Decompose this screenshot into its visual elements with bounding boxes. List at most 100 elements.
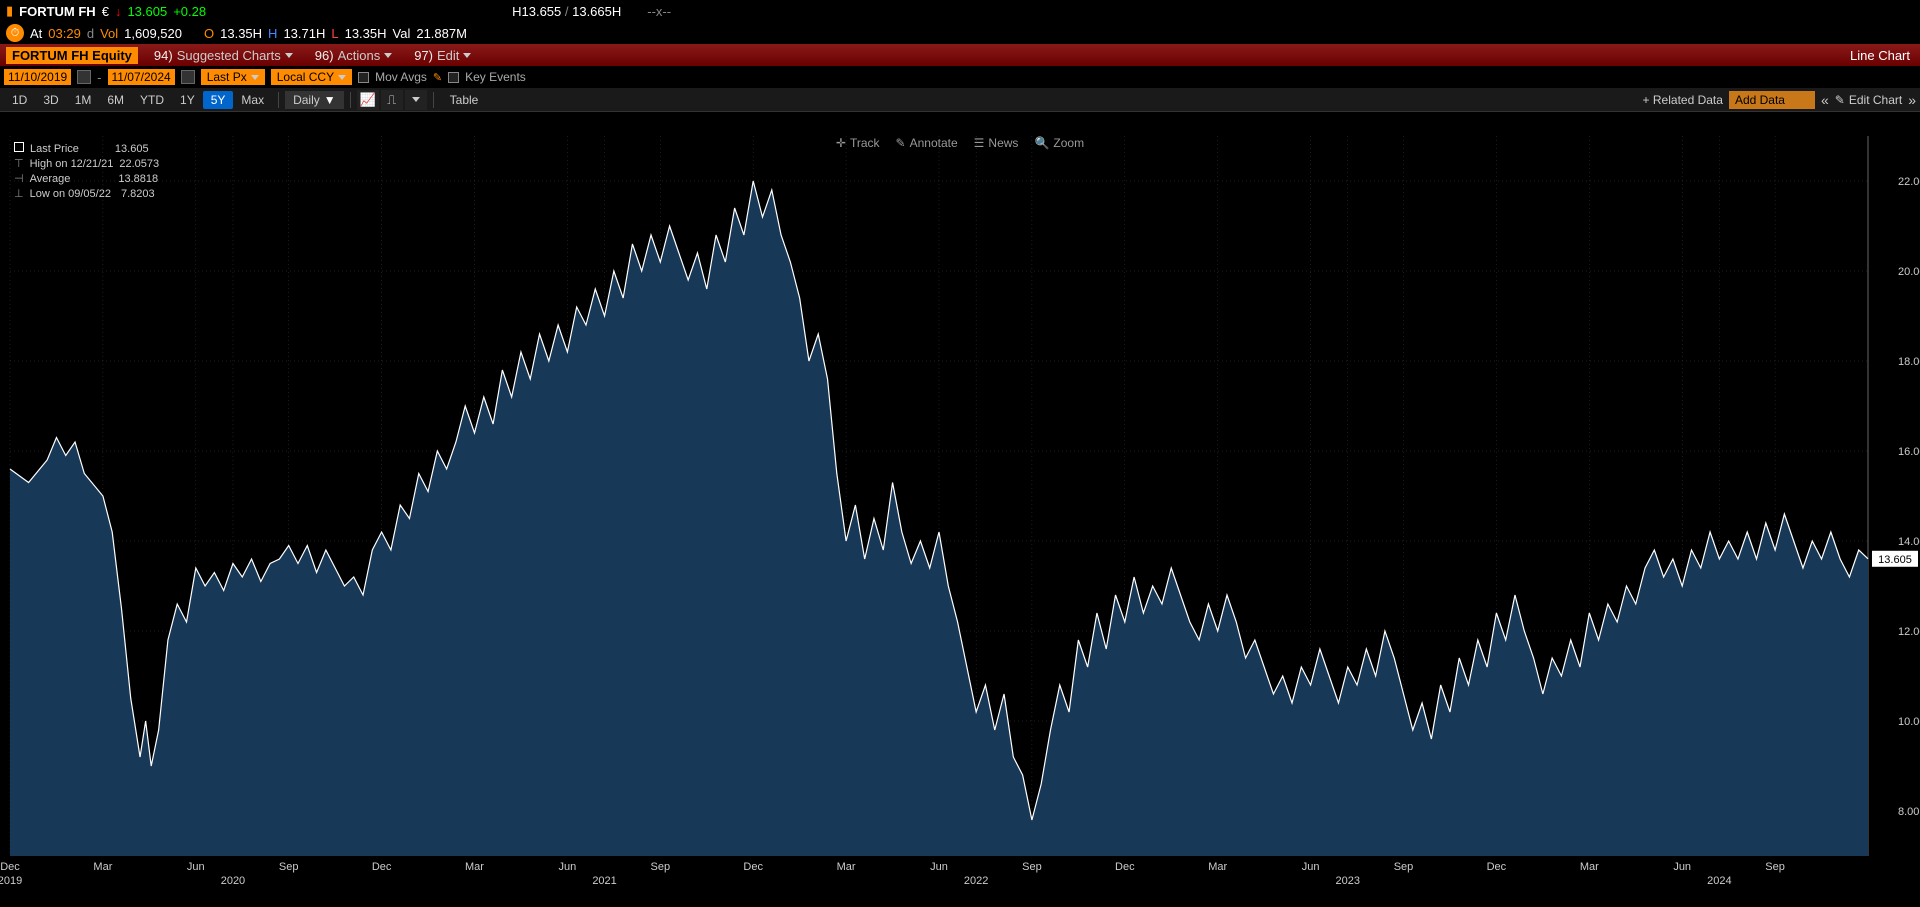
- svg-text:Sep: Sep: [1765, 861, 1785, 873]
- range-1d-button[interactable]: 1D: [4, 91, 35, 109]
- svg-text:Mar: Mar: [837, 861, 856, 873]
- chevron-down-icon: [251, 75, 259, 80]
- news-button[interactable]: ☰ News: [974, 136, 1019, 150]
- down-arrow-icon: ⊥: [14, 187, 24, 202]
- pencil-icon[interactable]: ✎: [433, 71, 442, 84]
- actions-button[interactable]: 96) Actions: [309, 48, 398, 63]
- open-label: O: [204, 26, 214, 41]
- interval-select[interactable]: Daily ▼: [285, 91, 344, 109]
- calendar-icon[interactable]: [77, 70, 91, 84]
- range-6m-button[interactable]: 6M: [99, 91, 132, 109]
- mov-avgs-label: Mov Avgs: [375, 70, 427, 84]
- collapse-icon[interactable]: «: [1821, 92, 1829, 108]
- range-1y-button[interactable]: 1Y: [172, 91, 203, 109]
- symbol: FORTUM FH: [19, 4, 96, 19]
- ask: 13.665H: [572, 4, 621, 19]
- last-px-select[interactable]: Last Px: [201, 69, 265, 85]
- svg-text:Jun: Jun: [1302, 861, 1320, 873]
- indicators-icon[interactable]: ⎍: [381, 90, 403, 110]
- svg-text:Dec: Dec: [1115, 861, 1135, 873]
- svg-text:2023: 2023: [1336, 875, 1360, 887]
- key-events-checkbox[interactable]: [448, 72, 459, 83]
- svg-text:Sep: Sep: [1394, 861, 1414, 873]
- currency: €: [102, 4, 109, 19]
- command-bar: FORTUM FH Equity 94) Suggested Charts 96…: [0, 44, 1920, 66]
- val-label: Val: [393, 26, 411, 41]
- up-arrow-icon: ⊤: [14, 157, 24, 172]
- high-label: H: [268, 26, 277, 41]
- chevron-down-icon: [384, 53, 392, 58]
- track-button[interactable]: ✛ Track: [836, 136, 880, 150]
- bid-ask: H13.655 / 13.665H: [512, 4, 621, 19]
- svg-text:18.00: 18.00: [1898, 356, 1920, 368]
- svg-text:2022: 2022: [964, 875, 988, 887]
- svg-text:Mar: Mar: [1208, 861, 1227, 873]
- range-max-button[interactable]: Max: [233, 91, 272, 109]
- date-from-input[interactable]: 11/10/2019: [4, 69, 71, 85]
- svg-text:Dec: Dec: [0, 861, 20, 873]
- settings-icon[interactable]: [405, 90, 427, 110]
- price-arrow-icon: ↓: [115, 4, 122, 19]
- svg-text:12.00: 12.00: [1898, 626, 1920, 638]
- svg-text:Mar: Mar: [93, 861, 112, 873]
- svg-text:10.00: 10.00: [1898, 716, 1920, 728]
- legend-high-value: 22.0573: [119, 157, 159, 172]
- edit-button[interactable]: 97) Edit: [408, 48, 477, 63]
- extra-dashes: --x--: [647, 4, 671, 19]
- svg-text:2020: 2020: [221, 875, 245, 887]
- svg-text:Jun: Jun: [1673, 861, 1691, 873]
- chart-area[interactable]: 8.0010.0012.0014.0016.0018.0020.0022.00D…: [0, 136, 1920, 904]
- low-label: L: [331, 26, 338, 41]
- svg-text:2019: 2019: [0, 875, 22, 887]
- chevron-down-icon: [285, 53, 293, 58]
- expand-icon[interactable]: »: [1908, 92, 1916, 108]
- legend-avg-label: Average: [30, 172, 71, 187]
- legend-avg-value: 13.8818: [118, 172, 158, 187]
- vol-value: 1,609,520: [124, 26, 182, 41]
- mov-avgs-checkbox[interactable]: [358, 72, 369, 83]
- table-button[interactable]: Table: [440, 91, 489, 109]
- key-events-label: Key Events: [465, 70, 526, 84]
- calendar-icon[interactable]: [181, 70, 195, 84]
- equity-tag[interactable]: FORTUM FH Equity: [6, 47, 138, 64]
- svg-text:22.00: 22.00: [1898, 176, 1920, 188]
- annotate-button[interactable]: ✎ Annotate: [896, 136, 958, 150]
- range-1m-button[interactable]: 1M: [67, 91, 100, 109]
- svg-text:Jun: Jun: [559, 861, 577, 873]
- svg-text:Jun: Jun: [187, 861, 205, 873]
- bid: H13.655: [512, 4, 561, 19]
- chart-legend: Last Price 13.605 ⊤ High on 12/21/21 22.057…: [14, 142, 159, 202]
- chevron-down-icon: [463, 53, 471, 58]
- price-chart: 8.0010.0012.0014.0016.0018.0020.0022.00D…: [0, 136, 1920, 904]
- legend-high-label: High on 12/21/21: [30, 157, 114, 172]
- svg-text:2024: 2024: [1707, 875, 1731, 887]
- related-data-button[interactable]: + Related Data: [1643, 93, 1723, 107]
- range-3d-button[interactable]: 3D: [35, 91, 66, 109]
- chart-type-icon[interactable]: 📈: [357, 90, 379, 110]
- svg-text:Dec: Dec: [372, 861, 392, 873]
- date-to-input[interactable]: 11/07/2024: [108, 69, 175, 85]
- zoom-button[interactable]: 🔍 Zoom: [1034, 136, 1084, 150]
- svg-text:14.00: 14.00: [1898, 536, 1920, 548]
- last-price: 13.605: [127, 4, 167, 19]
- svg-text:Mar: Mar: [1580, 861, 1599, 873]
- edit-chart-button[interactable]: ✎ Edit Chart: [1835, 93, 1902, 107]
- legend-low-label: Low on 09/05/22: [30, 187, 111, 202]
- d-label: d: [87, 26, 94, 41]
- svg-text:2021: 2021: [592, 875, 616, 887]
- suggested-charts-button[interactable]: 94) Suggested Charts: [148, 48, 299, 63]
- add-data-input[interactable]: Add Data: [1729, 91, 1815, 109]
- svg-text:Sep: Sep: [651, 861, 671, 873]
- range-5y-button[interactable]: 5Y: [203, 91, 234, 109]
- low-value: 13.35H: [345, 26, 387, 41]
- legend-last-price-label: Last Price: [30, 142, 79, 157]
- range-ytd-button[interactable]: YTD: [132, 91, 172, 109]
- date-options-bar: 11/10/2019 - 11/07/2024 Last Px Local CC…: [0, 66, 1920, 88]
- local-ccy-select[interactable]: Local CCY: [271, 69, 352, 85]
- avg-icon: ⊣: [14, 172, 24, 187]
- svg-text:8.00: 8.00: [1898, 806, 1919, 818]
- svg-text:Dec: Dec: [743, 861, 763, 873]
- header-stats-bar: ⏱ At 03:29 d Vol 1,609,520 O 13.35H H 13…: [0, 22, 1920, 44]
- svg-text:20.00: 20.00: [1898, 266, 1920, 278]
- legend-last-price-value: 13.605: [115, 142, 149, 157]
